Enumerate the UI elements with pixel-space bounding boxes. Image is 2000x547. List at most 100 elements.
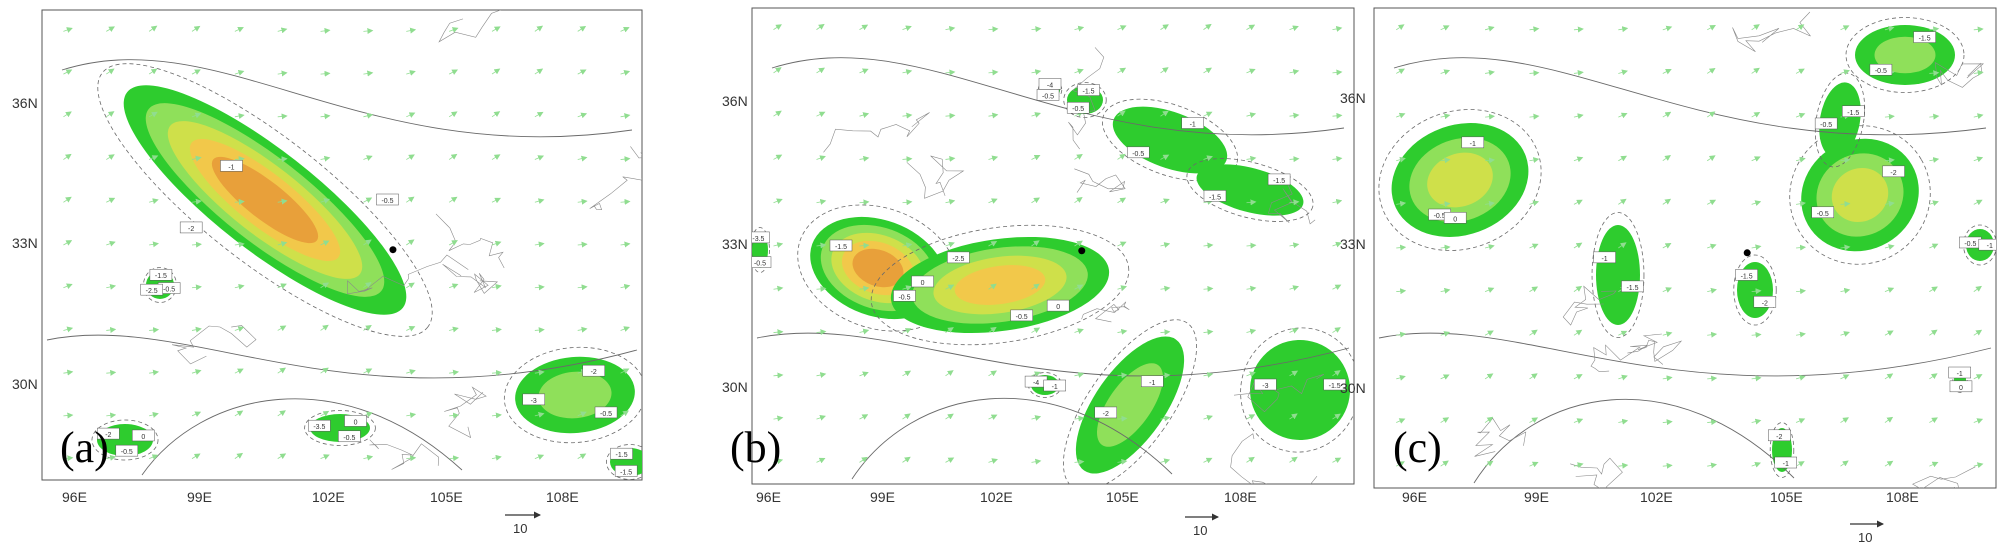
contour-label: -3 [1254,378,1277,391]
wind-vector [1751,156,1761,162]
wind-vector [902,242,913,249]
wind-vector [1840,417,1849,423]
wind-vector [1289,112,1300,119]
wind-vector [1246,242,1257,249]
wind-vector [363,197,373,203]
wind-vector [106,283,117,290]
contour-label: -2 [1753,296,1777,308]
wind-vector [106,369,117,376]
wind-vector [577,198,588,205]
svg-text:-1: -1 [1190,122,1196,129]
dashed-contour [1063,319,1197,484]
wind-vector [1529,329,1538,336]
wind-vector [234,452,244,459]
wind-vector [1246,24,1256,31]
wind-vector [1160,154,1170,161]
contour-label: -0.5 [1010,309,1033,322]
wind-vector [491,111,501,118]
wind-vector [277,27,288,34]
wind-vector [1751,461,1762,468]
dashed-contour [870,224,1130,346]
wind-vector [1203,242,1214,249]
anomaly-region-level1 [1250,340,1350,440]
zero-contour [1393,57,1987,136]
wind-vector [1440,460,1449,467]
anomaly-region-level1 [1819,82,1861,158]
contour-label: -2 [1768,429,1791,442]
wind-vector [1246,112,1257,118]
wind-vector [491,197,501,204]
wind-vector [1485,157,1496,164]
svg-text:-1: -1 [1987,243,1993,250]
wind-vector [234,283,245,290]
svg-text:-3.5: -3.5 [752,236,764,243]
wind-vector [1840,201,1851,208]
wind-vector [277,198,288,205]
wind-vector [1840,157,1851,164]
wind-vector [1973,462,1984,469]
wind-vector [1246,68,1256,75]
wind-vector [1707,25,1716,31]
wind-vector [1485,113,1496,120]
wind-vector [577,25,587,32]
wind-vector [1751,111,1761,118]
svg-text:-3.5: -3.5 [313,424,325,431]
wind-vector [859,112,870,118]
wind-vector [277,113,288,120]
wind-vector [773,110,782,117]
dashed-contour [1378,109,1542,251]
wind-vector [1160,242,1171,248]
svg-text:-2.5: -2.5 [146,288,158,295]
wind-vector [1929,243,1939,250]
wind-vector [1484,416,1494,423]
province-boundary [823,112,930,153]
svg-text:0: 0 [1959,385,1963,392]
wind-vector [1529,157,1540,163]
wind-vector [1884,25,1895,32]
dashed-contour [1240,327,1354,453]
zero-contour [141,398,463,476]
contour-label: -1 [220,160,243,172]
panel-c-lon-105e: 105E [1770,489,1803,505]
wind-vector [191,453,201,460]
wind-vector [1840,244,1851,251]
wind-vector [1031,415,1042,421]
wind-vector [63,412,74,419]
contour-label: -0.5 [1126,146,1150,159]
wind-vector [1289,199,1300,206]
province-boundary [1474,417,1527,457]
wind-vector [902,25,912,32]
svg-text:-0.5: -0.5 [1132,151,1144,158]
wind-vector [1618,418,1629,425]
wind-vector [1031,371,1041,377]
wind-vector [534,284,545,291]
wind-vector [816,155,826,161]
wind-vector [1031,112,1041,118]
wind-vector [149,412,159,418]
svg-text:-1: -1 [1601,256,1607,263]
wind-vector [1973,26,1984,33]
wind-vector [320,27,331,34]
svg-text:-0.5: -0.5 [1016,314,1028,321]
wind-vector [1396,461,1405,467]
wind-vector [320,282,330,289]
wind-vector [577,155,588,162]
wind-vector [1396,112,1406,119]
wind-vector [1929,417,1938,424]
wind-vector [1884,113,1895,120]
wind-vector [1662,419,1673,426]
wind-vector [1662,69,1672,75]
wind-vector [1332,198,1343,205]
wind-vector [1160,458,1171,465]
wind-vector [1484,460,1494,467]
wind-vector [1160,67,1169,74]
svg-text:-0.5: -0.5 [163,287,175,294]
wind-vector [1529,417,1539,424]
contour-label: -0.5 [1959,236,1982,249]
contour-label: -1.5 [149,268,173,281]
wind-vector [448,69,459,75]
contour-label: -1 [1141,375,1164,388]
wind-vector [859,155,870,162]
wind-vector [620,113,631,120]
wind-vector [277,367,286,374]
